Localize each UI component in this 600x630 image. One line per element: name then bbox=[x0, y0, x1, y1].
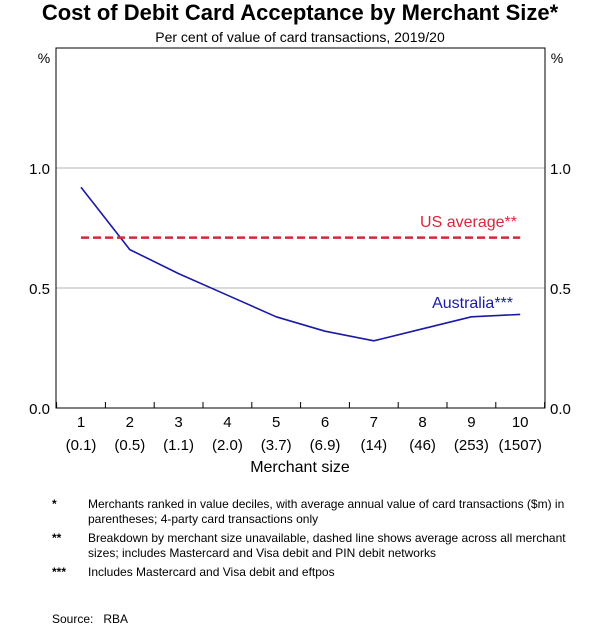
footnote: ** Breakdown by merchant size unavailabl… bbox=[52, 531, 572, 561]
x-tick-label: 10 bbox=[512, 414, 529, 431]
line-chart: 0.0 0.0 0.5 0.5 1.0 1.0 1 (0.1) 2 (0.5) 3 (1.1) 4 (2.… bbox=[29, 47, 571, 476]
footnote-text: Includes Mastercard and Visa debit and e… bbox=[88, 565, 335, 579]
x-tick-sublabel: (0.1) bbox=[66, 437, 97, 454]
chart-title: Cost of Debit Card Acceptance by Merchan… bbox=[41, 0, 559, 25]
footnote-text: Breakdown by merchant size unavailable, … bbox=[88, 531, 566, 560]
x-tick-label: 4 bbox=[223, 414, 231, 431]
x-tick-label: 8 bbox=[418, 414, 426, 431]
x-tick-sublabel: (1507) bbox=[499, 437, 542, 454]
series-label: US average** bbox=[420, 214, 517, 231]
x-tick-label: 1 bbox=[77, 414, 85, 431]
y-tick-label-left: 1.0 bbox=[29, 161, 50, 178]
y-tick-label-right: 0.5 bbox=[550, 281, 571, 298]
footnote: *** Includes Mastercard and Visa debit a… bbox=[52, 565, 572, 580]
x-tick-sublabel: (3.7) bbox=[261, 437, 292, 454]
y-tick-label-left: 0.0 bbox=[29, 401, 50, 418]
x-tick-label: 7 bbox=[370, 414, 378, 431]
x-axis-label: Merchant size bbox=[250, 459, 350, 476]
footnotes: * Merchants ranked in value deciles, wit… bbox=[52, 497, 572, 584]
series-line-australia bbox=[80, 186, 521, 342]
x-tick-sublabel: (253) bbox=[454, 437, 489, 454]
x-tick-label: 6 bbox=[321, 414, 329, 431]
y-tick-label-right: 0.0 bbox=[550, 401, 571, 418]
x-tick-label: 2 bbox=[126, 414, 134, 431]
x-tick-sublabel: (6.9) bbox=[310, 437, 341, 454]
x-tick-sublabel: (0.5) bbox=[114, 437, 145, 454]
x-tick-label: 5 bbox=[272, 414, 280, 431]
x-tick-sublabel: (14) bbox=[360, 437, 387, 454]
x-tick-sublabel: (46) bbox=[409, 437, 436, 454]
footnote: * Merchants ranked in value deciles, wit… bbox=[52, 497, 572, 527]
y-unit-left: % bbox=[38, 50, 50, 66]
footnote-text: Merchants ranked in value deciles, with … bbox=[88, 497, 565, 526]
source-label: Source: bbox=[52, 612, 94, 626]
source-value: RBA bbox=[103, 612, 129, 626]
x-tick-sublabel: (2.0) bbox=[212, 437, 243, 454]
series-label: Australia*** bbox=[432, 295, 513, 312]
footnote-marker: ** bbox=[52, 531, 62, 545]
x-tick-label: 3 bbox=[174, 414, 182, 431]
x-tick-label: 9 bbox=[467, 414, 475, 431]
footnote-marker: *** bbox=[52, 565, 67, 579]
y-tick-label-left: 0.5 bbox=[29, 281, 50, 298]
y-tick-label-right: 1.0 bbox=[550, 161, 571, 178]
footnote-marker: * bbox=[52, 497, 57, 511]
chart-subtitle: Per cent of value of card transactions, … bbox=[155, 29, 445, 45]
source-note: Source: RBA bbox=[52, 612, 138, 627]
x-tick-sublabel: (1.1) bbox=[163, 437, 194, 454]
y-unit-right: % bbox=[551, 50, 563, 66]
